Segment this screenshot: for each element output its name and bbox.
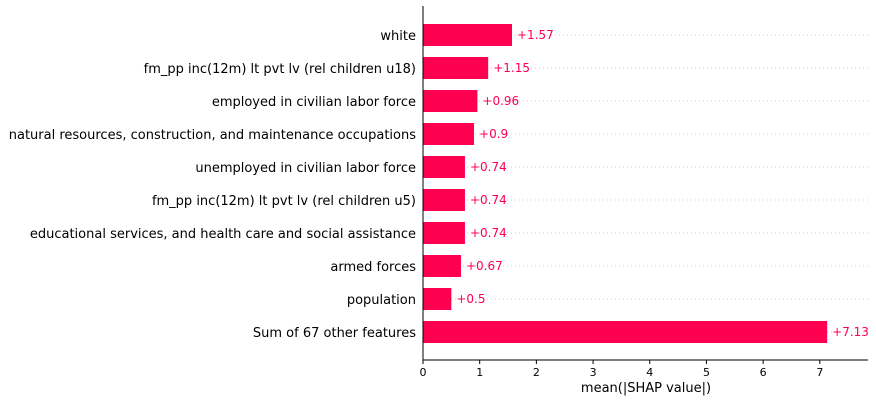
bar xyxy=(423,222,465,244)
value-label: +0.5 xyxy=(456,292,485,306)
x-tick-label: 3 xyxy=(590,366,597,379)
category-label: armed forces xyxy=(330,260,416,275)
category-label: natural resources, construction, and mai… xyxy=(9,128,416,143)
x-tick-label: 5 xyxy=(703,366,710,379)
x-tick-label: 6 xyxy=(760,366,767,379)
bar xyxy=(423,288,452,310)
x-tick-label: 4 xyxy=(646,366,653,379)
value-label: +0.96 xyxy=(482,94,519,108)
category-label: educational services, and health care an… xyxy=(30,227,416,242)
value-label: +0.9 xyxy=(479,127,508,141)
bar xyxy=(423,24,512,46)
category-label: Sum of 67 other features xyxy=(253,326,416,341)
value-label: +1.15 xyxy=(493,61,530,75)
category-label: population xyxy=(347,293,416,308)
bar xyxy=(423,90,478,112)
value-labels: +1.57 +1.15 +0.96 +0.9 +0.74 +0.74 +0.74 +0.67 +… xyxy=(456,28,869,339)
value-label: +0.74 xyxy=(470,193,507,207)
category-label: fm_pp inc(12m) lt pvt lv (rel children u… xyxy=(144,62,416,77)
bar xyxy=(423,156,465,178)
value-label: +1.57 xyxy=(517,28,554,42)
category-label: unemployed in civilian labor force xyxy=(195,161,416,176)
bar xyxy=(423,321,828,343)
value-label: +7.13 xyxy=(832,325,869,339)
x-tick-label: 7 xyxy=(816,366,823,379)
x-axis-label: mean(|SHAP value|) xyxy=(581,381,711,396)
value-label: +0.74 xyxy=(470,226,507,240)
bar xyxy=(423,255,461,277)
bar xyxy=(423,189,465,211)
bar xyxy=(423,57,489,79)
x-tick-label: 2 xyxy=(533,366,540,379)
category-labels: white fm_pp inc(12m) lt pvt lv (rel child… xyxy=(9,29,416,341)
x-axis: 0 1 2 3 4 5 6 7 xyxy=(420,6,868,379)
bars xyxy=(423,24,828,343)
x-tick-label: 1 xyxy=(476,366,483,379)
gridlines xyxy=(423,34,868,333)
value-label: +0.74 xyxy=(470,160,507,174)
category-label: fm_pp inc(12m) lt pvt lv (rel children u… xyxy=(152,194,416,209)
x-tick-label: 0 xyxy=(420,366,427,379)
category-label: employed in civilian labor force xyxy=(212,95,416,110)
category-label: white xyxy=(380,29,416,44)
bar xyxy=(423,123,475,145)
value-label: +0.67 xyxy=(466,259,503,273)
